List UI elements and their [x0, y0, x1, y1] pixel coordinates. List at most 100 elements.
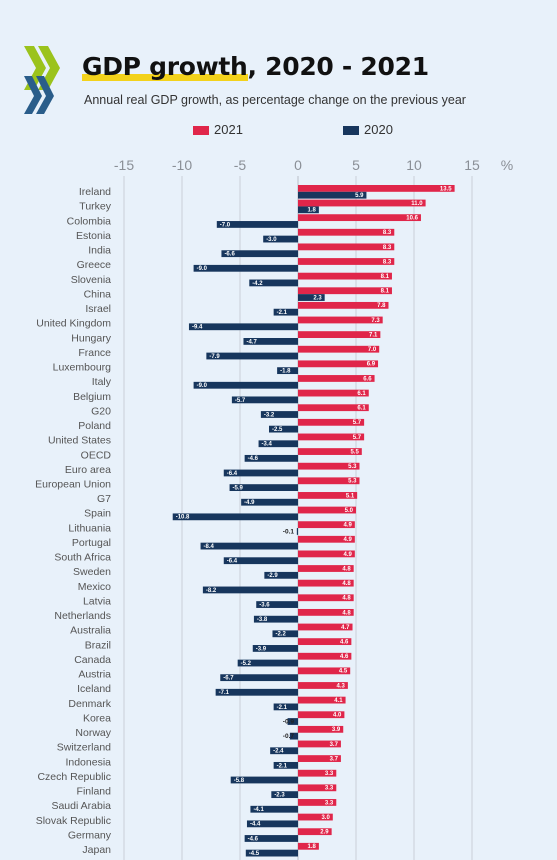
bar-2021 [298, 345, 380, 353]
bar-2021 [298, 492, 358, 499]
data-label-2020: 5.9 [355, 193, 364, 199]
bar-2020 [223, 557, 298, 565]
data-label-2021: 4.7 [341, 625, 350, 631]
bar-2021 [298, 389, 369, 397]
bar-2021 [298, 301, 389, 309]
data-label-2021: 8.3 [383, 230, 392, 236]
data-label-2020: -5.7 [235, 398, 246, 404]
bar-2021 [298, 769, 337, 777]
data-label-2020: -2.1 [277, 310, 288, 316]
data-label-2020: -4.2 [252, 281, 263, 287]
data-label-2021: 7.1 [369, 332, 378, 338]
data-label-2020: -3.9 [256, 646, 267, 652]
category-label: Poland [78, 420, 111, 432]
data-label-2021: 4.3 [337, 683, 346, 689]
x-tick-label: 10 [406, 157, 422, 173]
bar-2020 [241, 498, 298, 506]
bar-2020 [215, 688, 298, 696]
bar-2021 [298, 652, 352, 660]
category-label: Finland [77, 786, 112, 798]
bar-2021 [298, 608, 354, 616]
data-label-2021: 5.3 [348, 479, 357, 485]
data-label-2020: -6.6 [224, 252, 235, 258]
data-label-2020: -3.4 [262, 442, 273, 448]
bar-2020 [172, 513, 298, 521]
data-label-2021: 5.5 [350, 449, 359, 455]
data-label-2020: -7.0 [220, 222, 231, 228]
data-label-2020: -6.4 [227, 471, 238, 477]
data-label-2020: -6.7 [223, 676, 234, 682]
data-label-2021: 11.0 [411, 201, 423, 207]
data-label-2021: 3.0 [321, 815, 330, 821]
x-unit-label: % [501, 157, 513, 173]
legend-swatch-2021 [193, 126, 209, 136]
bar-2020 [231, 396, 298, 404]
bar-2021 [298, 477, 360, 485]
category-label: Sweden [73, 566, 111, 578]
category-label: Estonia [76, 230, 111, 242]
bar-2020 [193, 381, 298, 389]
data-label-2020: -9.4 [192, 325, 203, 331]
data-label-2021: 4.8 [342, 596, 351, 602]
bar-2020 [237, 659, 298, 667]
bar-2021 [298, 316, 383, 324]
bar-2020 [273, 761, 298, 769]
data-label-2021: 4.9 [343, 523, 352, 529]
data-label-2020: -2.1 [277, 763, 288, 769]
bar-2021 [298, 287, 392, 295]
data-label-2021: 4.0 [333, 713, 342, 719]
data-label-2020: -5.2 [241, 661, 252, 667]
data-label-2020: -7.1 [219, 690, 230, 696]
bar-2021 [298, 594, 354, 602]
oecd-logo [24, 46, 74, 119]
data-label-2021: 5.1 [346, 493, 355, 499]
data-label-2021: 4.8 [342, 581, 351, 587]
bar-2021 [298, 375, 375, 382]
bar-2020 [249, 279, 298, 287]
data-label-2020: -4.4 [250, 822, 261, 828]
bar-2021 [298, 258, 395, 265]
bar-2021 [298, 243, 395, 251]
data-label-2020: 1.8 [308, 208, 317, 214]
data-label-2021: 4.6 [340, 654, 349, 660]
data-label-2021: 8.1 [381, 289, 390, 295]
data-label-2021: 5.7 [353, 420, 362, 426]
data-label-2021: 5.7 [353, 435, 362, 441]
bar-2021 [298, 579, 354, 587]
bar-2020 [273, 308, 298, 316]
data-label-2021: 5.3 [348, 464, 357, 470]
category-label: Hungary [71, 332, 111, 344]
bar-2021 [298, 623, 353, 631]
bar-2021 [298, 331, 381, 338]
category-label: United States [48, 435, 111, 447]
data-label-2020: -7.9 [209, 354, 220, 360]
category-label: Japan [82, 844, 111, 856]
bar-2020 [200, 542, 298, 550]
bar-2020 [270, 747, 298, 755]
bar-2020 [253, 615, 298, 623]
data-label-2021: 3.3 [325, 786, 334, 792]
bar-2020 [269, 425, 298, 433]
data-label-2021: 3.3 [325, 800, 334, 806]
data-label-2020: -2.5 [272, 427, 283, 433]
data-label-2020: -4.5 [249, 851, 260, 857]
category-label: Colombia [67, 215, 112, 227]
data-label-2020: -8.4 [204, 544, 215, 550]
bar-2020 [250, 805, 298, 813]
legend-label-2021: 2021 [214, 122, 243, 137]
category-label: Brazil [85, 639, 111, 651]
category-label: Denmark [68, 698, 111, 710]
category-label: Saudi Arabia [51, 800, 111, 812]
bar-2020 [260, 411, 298, 418]
bar-2020 [202, 586, 298, 594]
category-label: European Union [35, 478, 111, 490]
category-label: Mexico [78, 581, 111, 593]
data-label-2020: -3.0 [266, 237, 277, 243]
data-label-2020: -10.8 [176, 515, 190, 521]
category-label: Euro area [65, 464, 111, 476]
bar-2020 [221, 250, 298, 258]
bar-2020 [258, 440, 298, 448]
bar-2020 [256, 601, 298, 608]
data-label-2020: -8.2 [206, 588, 217, 594]
